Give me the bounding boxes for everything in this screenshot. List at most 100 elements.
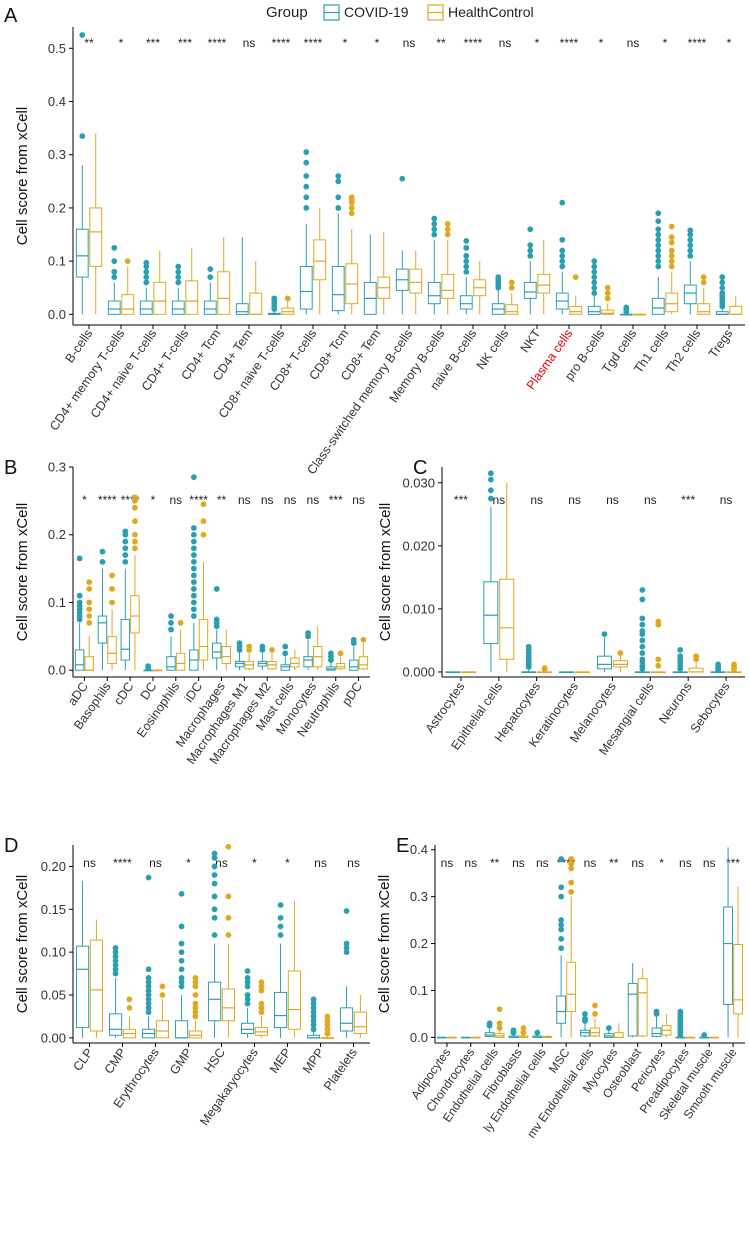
- covid-outlier-point: [99, 548, 106, 555]
- covid-outlier-point: [111, 258, 118, 265]
- control-outlier-point: [86, 586, 93, 592]
- control-outlier-point: [192, 979, 199, 986]
- control-outlier-point: [225, 843, 232, 850]
- covid-outlier-point: [486, 1020, 493, 1027]
- covid-outlier-point: [211, 854, 218, 861]
- covid-outlier-point: [244, 974, 251, 981]
- covid-outlier-point: [310, 1009, 317, 1016]
- significance-label: ns: [536, 856, 549, 870]
- y-tick-label: 0.0: [48, 663, 66, 678]
- control-box: [89, 207, 103, 267]
- covid-outlier-point: [211, 880, 218, 887]
- covid-box: [174, 1020, 189, 1039]
- control-outlier-point: [655, 656, 662, 663]
- y-tick-label: 0.2: [410, 936, 428, 951]
- significance-label: ns: [284, 493, 297, 507]
- control-outlier-point: [731, 661, 737, 668]
- control-outlier-point: [604, 295, 611, 302]
- covid-outlier-point: [558, 945, 565, 952]
- significance-label: ns: [679, 856, 692, 870]
- covid-outlier-point: [687, 242, 694, 249]
- control-outlier-point: [700, 279, 707, 286]
- covid-outlier-point: [639, 621, 646, 628]
- covid-outlier-point: [244, 968, 251, 974]
- control-box: [217, 271, 231, 315]
- covid-outlier-point: [178, 974, 185, 981]
- significance-label: ****: [208, 36, 227, 50]
- control-box: [221, 988, 236, 1022]
- covid-box: [723, 906, 733, 1006]
- covid-outlier-point: [190, 613, 197, 619]
- control-outlier-point: [655, 662, 662, 669]
- covid-box: [303, 656, 313, 668]
- control-outlier-point: [668, 247, 675, 254]
- covid-outlier-point: [277, 923, 284, 930]
- covid-box: [651, 297, 665, 315]
- covid-outlier-point: [335, 173, 342, 179]
- x-tick-label: B-cells: [62, 327, 95, 366]
- significance-label: *: [727, 36, 732, 50]
- y-tick-label: 0.3: [48, 460, 66, 475]
- covid-outlier-point: [463, 238, 470, 244]
- covid-outlier-point: [558, 893, 565, 900]
- y-tick-label: 0.4: [48, 94, 66, 109]
- covid-outlier-point: [271, 295, 278, 302]
- y-tick-label: 0.0: [410, 1030, 428, 1045]
- control-outlier-point: [159, 983, 166, 990]
- control-outlier-point: [192, 983, 199, 990]
- control-outlier-point: [192, 1013, 199, 1020]
- control-outlier-point: [568, 889, 575, 895]
- covid-outlier-point: [190, 531, 197, 538]
- covid-outlier-point: [236, 640, 243, 647]
- significance-label: *: [119, 36, 124, 50]
- covid-outlier-point: [79, 32, 86, 38]
- covid-outlier-point: [112, 944, 119, 951]
- y-tick-label: 0.020: [402, 538, 435, 553]
- covid-outlier-point: [527, 226, 534, 233]
- covid-outlier-point: [178, 890, 185, 897]
- control-outlier-point: [508, 284, 515, 291]
- control-outlier-point: [444, 231, 451, 238]
- panel-c: C 0.000 0.010 0.020 0.030 Cell score from xCe…: [377, 457, 745, 758]
- covid-outlier-point: [487, 487, 494, 494]
- significance-label: *: [375, 36, 380, 50]
- control-outlier-point: [668, 263, 675, 270]
- covid-outlier-point: [655, 252, 662, 259]
- significance-label: **: [609, 856, 619, 870]
- control-outlier-point: [568, 860, 575, 867]
- control-box: [335, 662, 346, 670]
- covid-outlier-point: [303, 173, 310, 179]
- covid-outlier-point: [211, 932, 218, 938]
- control-outlier-point: [324, 1022, 331, 1028]
- covid-outlier-point: [122, 528, 129, 535]
- covid-outlier-point: [431, 231, 438, 238]
- covid-outlier-point: [211, 863, 218, 870]
- covid-outlier-point: [190, 552, 197, 558]
- x-tick-label: CLP: [71, 1046, 96, 1074]
- covid-outlier-point: [463, 252, 470, 259]
- significance-label: ns: [243, 36, 256, 50]
- control-outlier-point: [132, 504, 138, 511]
- covid-outlier-point: [310, 1026, 317, 1033]
- significance-label: ***: [681, 493, 695, 507]
- covid-outlier-point: [591, 268, 598, 275]
- significance-label: ns: [347, 856, 360, 870]
- covid-outlier-point: [145, 966, 152, 973]
- significance-label: *: [343, 36, 348, 50]
- covid-outlier-point: [76, 599, 83, 606]
- control-outlier-point: [348, 194, 355, 201]
- covid-outlier-point: [190, 558, 197, 565]
- covid-box: [108, 1013, 123, 1036]
- control-outlier-point: [192, 992, 199, 998]
- covid-outlier-point: [558, 935, 565, 942]
- covid-outlier-point: [639, 656, 646, 663]
- control-outlier-point: [324, 1026, 331, 1033]
- control-outlier-point: [200, 501, 207, 508]
- x-tick-label: Platelets: [321, 1046, 360, 1093]
- control-box: [665, 292, 679, 313]
- control-box: [733, 943, 743, 1015]
- significance-label: ****: [272, 36, 291, 50]
- covid-outlier-point: [463, 244, 470, 251]
- covid-outlier-point: [431, 226, 438, 233]
- covid-outlier-point: [701, 1032, 708, 1038]
